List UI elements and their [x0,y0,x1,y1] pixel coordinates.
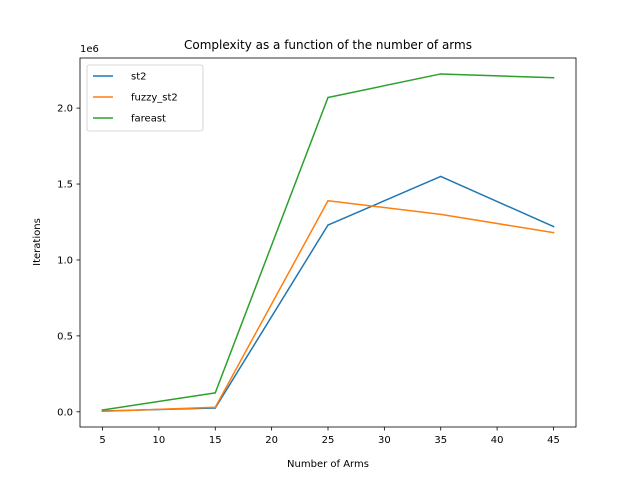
data-point [101,410,104,413]
legend-frame [86,64,204,132]
x-tick-label: 30 [378,435,391,446]
x-tick-label: 40 [491,435,504,446]
y-axis-label: Iterations [32,218,43,266]
data-point [439,213,442,216]
chart-title: Complexity as a function of the number o… [184,38,472,52]
data-point [439,175,442,178]
x-tick-label: 15 [209,435,222,446]
data-point [552,76,555,79]
data-point [327,199,329,202]
data-point [327,96,329,99]
y-tick-label: 2.0 [57,104,73,115]
x-tick-label: 45 [547,435,560,446]
series-layer [101,73,555,413]
data-point [214,392,217,394]
data-point [552,225,555,228]
y-tick-label: 1.0 [57,255,73,266]
data-point [552,231,555,234]
data-point [439,73,442,75]
legend-label: fareast [131,114,166,125]
y-tick-label: 1.5 [57,180,73,191]
x-axis-ticks: 5 10 15 20 25 30 35 40 45 [99,427,560,446]
x-tick-label: 10 [153,435,166,446]
x-tick-label: 20 [265,435,278,446]
x-tick-label: 5 [99,435,105,446]
y-axis-ticks: 0.0 0.5 1.0 1.5 2.0 [57,104,80,418]
legend-label: st2 [131,72,147,83]
data-point [101,409,104,411]
y-offset-label: 1e6 [80,44,99,55]
x-tick-label: 25 [322,435,335,446]
legend-label: fuzzy_st2 [131,93,178,104]
data-point [327,224,329,226]
y-tick-label: 0.5 [57,331,73,342]
data-point [214,406,217,409]
x-axis-label: Number of Arms [287,459,369,470]
y-tick-label: 0.0 [57,407,73,418]
x-tick-label: 35 [434,435,447,446]
